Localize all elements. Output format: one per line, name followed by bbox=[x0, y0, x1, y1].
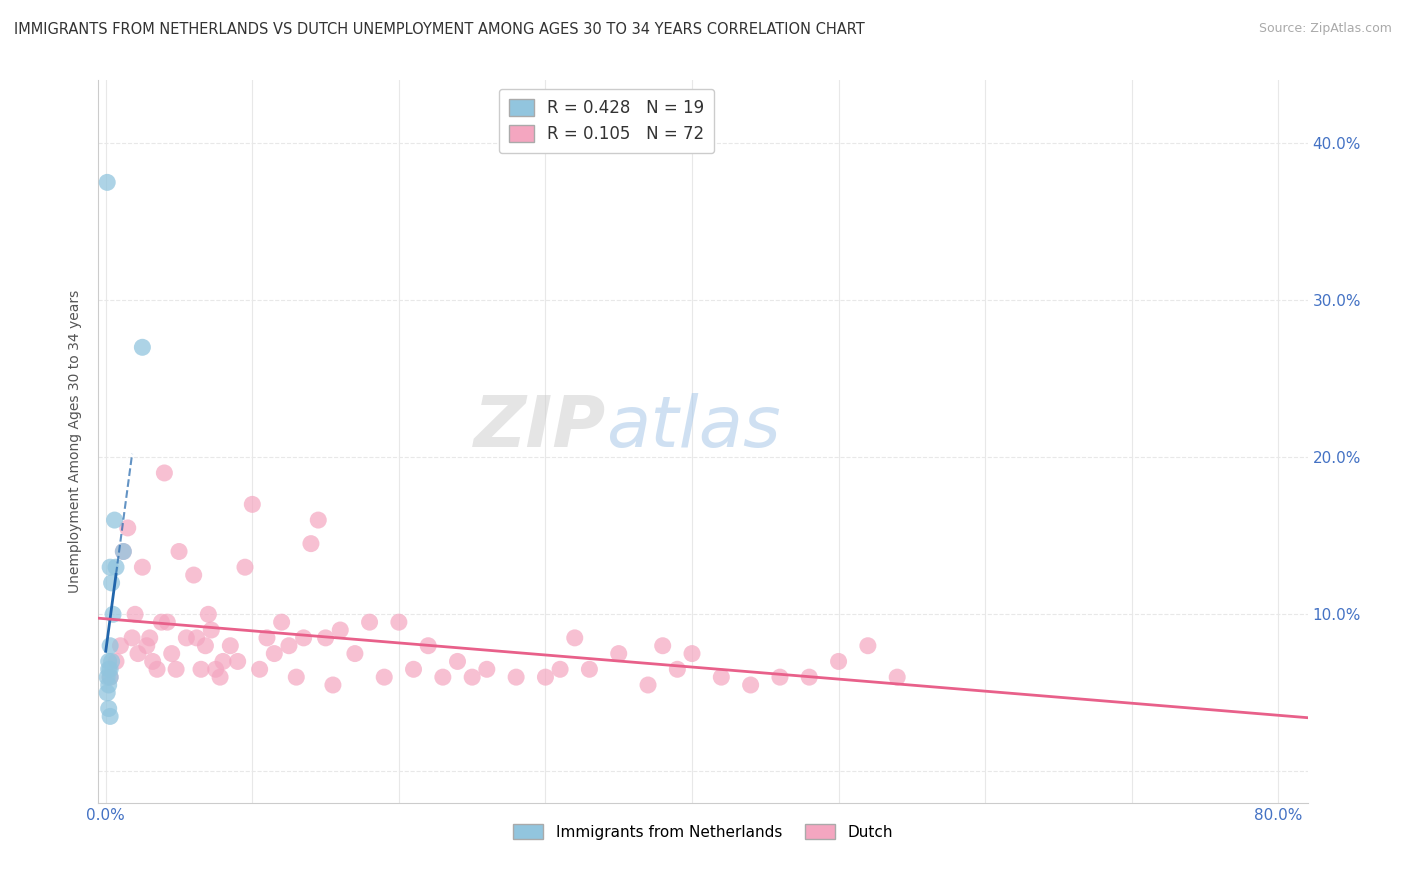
Point bbox=[651, 639, 673, 653]
Point bbox=[186, 631, 208, 645]
Point bbox=[666, 662, 689, 676]
Point bbox=[97, 655, 120, 669]
Point bbox=[548, 662, 571, 676]
Point bbox=[98, 560, 121, 574]
Point bbox=[117, 521, 139, 535]
Point bbox=[138, 631, 160, 645]
Point bbox=[240, 497, 263, 511]
Point bbox=[135, 639, 157, 653]
Point bbox=[150, 615, 173, 630]
Point bbox=[131, 560, 153, 574]
Point bbox=[226, 655, 249, 669]
Point bbox=[110, 639, 132, 653]
Point bbox=[153, 466, 176, 480]
Point bbox=[105, 560, 128, 574]
Point bbox=[204, 662, 226, 676]
Y-axis label: Unemployment Among Ages 30 to 34 years: Unemployment Among Ages 30 to 34 years bbox=[69, 290, 83, 593]
Point bbox=[373, 670, 395, 684]
Text: ZIP: ZIP bbox=[474, 392, 606, 461]
Point bbox=[176, 631, 198, 645]
Point bbox=[105, 655, 128, 669]
Point bbox=[578, 662, 600, 676]
Point bbox=[256, 631, 278, 645]
Legend: Immigrants from Netherlands, Dutch: Immigrants from Netherlands, Dutch bbox=[506, 818, 900, 846]
Point bbox=[402, 662, 425, 676]
Text: IMMIGRANTS FROM NETHERLANDS VS DUTCH UNEMPLOYMENT AMONG AGES 30 TO 34 YEARS CORR: IMMIGRANTS FROM NETHERLANDS VS DUTCH UNE… bbox=[14, 22, 865, 37]
Point bbox=[146, 662, 169, 676]
Point bbox=[315, 631, 337, 645]
Point bbox=[270, 615, 292, 630]
Point bbox=[212, 655, 235, 669]
Point bbox=[131, 340, 153, 354]
Point bbox=[322, 678, 344, 692]
Point bbox=[100, 575, 122, 590]
Point bbox=[505, 670, 527, 684]
Point bbox=[209, 670, 232, 684]
Point bbox=[101, 607, 124, 622]
Point bbox=[564, 631, 586, 645]
Point bbox=[432, 670, 454, 684]
Point bbox=[121, 631, 143, 645]
Point bbox=[190, 662, 212, 676]
Point bbox=[167, 544, 190, 558]
Point bbox=[740, 678, 762, 692]
Point bbox=[103, 513, 125, 527]
Point bbox=[418, 639, 440, 653]
Point bbox=[96, 670, 118, 684]
Point bbox=[98, 662, 121, 676]
Point bbox=[100, 655, 122, 669]
Point bbox=[827, 655, 849, 669]
Point bbox=[307, 513, 329, 527]
Point bbox=[769, 670, 792, 684]
Point bbox=[142, 655, 165, 669]
Point bbox=[165, 662, 187, 676]
Point bbox=[799, 670, 821, 684]
Point bbox=[388, 615, 411, 630]
Point bbox=[97, 678, 120, 692]
Point bbox=[856, 639, 879, 653]
Point bbox=[329, 623, 352, 637]
Point bbox=[97, 662, 120, 676]
Point bbox=[194, 639, 217, 653]
Point bbox=[278, 639, 301, 653]
Point bbox=[219, 639, 242, 653]
Point bbox=[124, 607, 146, 622]
Point bbox=[681, 647, 703, 661]
Point bbox=[249, 662, 271, 676]
Point bbox=[96, 686, 118, 700]
Text: Source: ZipAtlas.com: Source: ZipAtlas.com bbox=[1258, 22, 1392, 36]
Point bbox=[359, 615, 381, 630]
Point bbox=[160, 647, 183, 661]
Point bbox=[343, 647, 366, 661]
Point bbox=[200, 623, 222, 637]
Point bbox=[98, 709, 121, 723]
Point bbox=[96, 175, 118, 189]
Point bbox=[285, 670, 308, 684]
Point bbox=[97, 701, 120, 715]
Point bbox=[710, 670, 733, 684]
Point bbox=[607, 647, 630, 661]
Point bbox=[127, 647, 149, 661]
Point bbox=[98, 670, 121, 684]
Point bbox=[292, 631, 315, 645]
Point bbox=[183, 568, 205, 582]
Text: atlas: atlas bbox=[606, 392, 780, 461]
Point bbox=[98, 639, 121, 653]
Point bbox=[112, 544, 135, 558]
Point bbox=[637, 678, 659, 692]
Point bbox=[475, 662, 498, 676]
Point bbox=[534, 670, 557, 684]
Point bbox=[886, 670, 908, 684]
Point bbox=[98, 670, 121, 684]
Point bbox=[461, 670, 484, 684]
Point bbox=[263, 647, 285, 661]
Point bbox=[233, 560, 256, 574]
Point bbox=[112, 544, 135, 558]
Point bbox=[446, 655, 468, 669]
Point bbox=[299, 536, 322, 550]
Point bbox=[197, 607, 219, 622]
Point bbox=[156, 615, 179, 630]
